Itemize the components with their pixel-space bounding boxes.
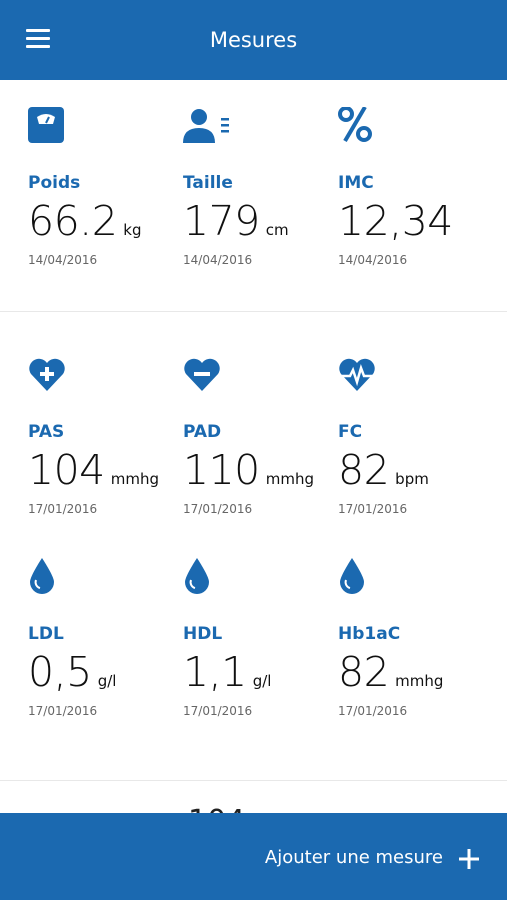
measure-label: PAS — [28, 422, 65, 442]
measure-value: 104 mmhg — [28, 446, 159, 494]
measure-value: 82 bpm — [338, 446, 429, 494]
measure-date: 14/04/2016 — [28, 253, 98, 267]
section-divider — [0, 311, 507, 312]
person-height-icon — [183, 109, 229, 143]
value-number: 82 — [338, 648, 390, 696]
menu-icon-bar — [26, 37, 50, 40]
drop-icon — [185, 558, 209, 594]
measure-date: 17/01/2016 — [183, 502, 253, 516]
measure-date: 17/01/2016 — [28, 502, 98, 516]
value-unit: g/l — [252, 672, 272, 690]
measure-date: 17/01/2016 — [28, 704, 98, 718]
heart-plus-icon — [29, 358, 65, 391]
measure-value: 12,34 — [338, 197, 459, 245]
value-unit: mmhg — [110, 470, 160, 488]
add-measure-label: Ajouter une mesure — [264, 847, 443, 868]
measure-label: FC — [338, 422, 363, 442]
measure-value: 1,1 g/l — [183, 648, 271, 696]
value-unit: bpm — [395, 470, 429, 488]
heart-pulse-icon — [339, 358, 375, 391]
measure-date: 17/01/2016 — [338, 704, 408, 718]
value-number: 66.2 — [28, 197, 118, 245]
menu-icon-bar — [26, 45, 50, 48]
value-number: 1,1 — [183, 648, 247, 696]
value-number: 110 — [183, 446, 260, 494]
value-unit: cm — [265, 221, 289, 239]
scale-icon — [28, 107, 64, 143]
value-number: 0,5 — [28, 648, 92, 696]
section-divider — [0, 780, 507, 781]
value-number: 82 — [338, 446, 390, 494]
measure-label: Taille — [183, 173, 233, 193]
page-title: Mesures — [209, 28, 298, 52]
menu-icon — [26, 29, 50, 32]
measure-label: IMC — [338, 173, 374, 193]
menu-button[interactable] — [26, 29, 50, 49]
drop-icon — [30, 558, 54, 594]
add-measure-button[interactable]: Ajouter une mesure — [0, 813, 507, 900]
value-number: 179 — [183, 197, 260, 245]
measure-value: 66.2 kg — [28, 197, 142, 245]
measure-value: 110 mmhg — [183, 446, 314, 494]
measure-label: HDL — [183, 624, 223, 644]
measure-value: 0,5 g/l — [28, 648, 116, 696]
measure-value: 82 mmhg — [338, 648, 443, 696]
measure-label: Poids — [28, 173, 81, 193]
measure-date: 17/01/2016 — [338, 502, 408, 516]
value-unit: kg — [123, 221, 142, 239]
measure-date: 17/01/2016 — [183, 704, 253, 718]
value-unit: g/l — [97, 672, 117, 690]
measure-label: Hb1aC — [338, 624, 401, 644]
app-bar: Mesures — [0, 0, 507, 80]
value-number: 104 — [28, 446, 105, 494]
heart-minus-icon — [184, 358, 220, 391]
measure-label: PAD — [183, 422, 222, 442]
value-unit: mmhg — [395, 672, 444, 690]
drop-icon — [340, 558, 364, 594]
value-number: 12,34 — [338, 197, 453, 245]
value-unit: mmhg — [265, 470, 315, 488]
measure-date: 14/04/2016 — [338, 253, 408, 267]
plus-icon — [459, 849, 479, 869]
measure-value: 179 cm — [183, 197, 289, 245]
measure-label: LDL — [28, 624, 64, 644]
measure-date: 14/04/2016 — [183, 253, 253, 267]
percent-icon — [338, 107, 372, 143]
